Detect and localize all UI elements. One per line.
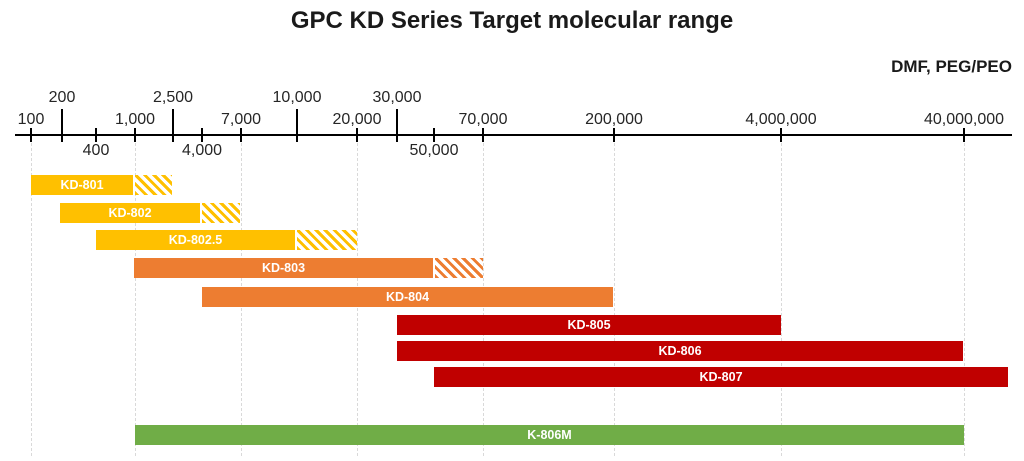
axis-tick — [963, 128, 965, 142]
bar-hatch-kd-801 — [135, 175, 172, 195]
axis-tick — [396, 109, 398, 142]
bar-label: K-806M — [527, 427, 572, 442]
bar-kd-804: KD-804 — [202, 287, 613, 307]
bar-label: KD-801 — [60, 177, 104, 192]
axis-tick-label: 200 — [48, 89, 76, 106]
axis-tick — [356, 128, 358, 142]
axis-tick — [433, 128, 435, 142]
bar-label: KD-803 — [261, 260, 306, 275]
bar-hatch-kd-802-5 — [297, 230, 357, 250]
chart-title: GPC KD Series Target molecular range — [290, 7, 734, 34]
axis-tick — [296, 109, 298, 142]
gridline — [781, 143, 782, 456]
bar-label: KD-807 — [699, 369, 743, 384]
axis-tick-label: 1,000 — [114, 111, 156, 128]
axis-tick — [95, 128, 97, 142]
axis-tick — [172, 109, 174, 142]
x-axis-line — [15, 134, 1012, 136]
axis-note: DMF, PEG/PEO — [891, 57, 1012, 76]
axis-tick — [30, 128, 32, 142]
axis-tick-label: 4,000,000 — [745, 111, 817, 128]
axis-tick-label: 40,000,000 — [923, 111, 1005, 128]
axis-tick — [482, 128, 484, 142]
axis-tick-label: 7,000 — [220, 111, 262, 128]
bar-kd-802: KD-802 — [60, 203, 200, 223]
bar-label: KD-802.5 — [168, 232, 223, 247]
bar-kd-807: KD-807 — [434, 367, 1008, 387]
bar-label: KD-805 — [567, 317, 611, 332]
axis-tick — [240, 128, 242, 142]
bar-kd-801: KD-801 — [31, 175, 133, 195]
bar-label: KD-802 — [108, 205, 152, 220]
axis-tick-label: 50,000 — [409, 142, 459, 159]
bar-hatch-kd-803 — [435, 258, 483, 278]
axis-tick-label: 10,000 — [272, 89, 322, 106]
axis-tick — [201, 128, 203, 142]
gridline — [31, 143, 32, 456]
bar-kd-803: KD-803 — [134, 258, 433, 278]
bar-kd-806: KD-806 — [397, 341, 963, 361]
axis-tick-label: 70,000 — [458, 111, 508, 128]
bar-k-806m: K-806M — [135, 425, 964, 445]
axis-tick-label: 20,000 — [332, 111, 382, 128]
axis-tick — [780, 128, 782, 142]
gridline — [614, 143, 615, 456]
axis-tick-label: 200,000 — [585, 111, 643, 128]
bar-label: KD-804 — [385, 289, 430, 304]
bar-hatch-kd-802 — [202, 203, 240, 223]
bar-kd-805: KD-805 — [397, 315, 781, 335]
gridline — [135, 143, 136, 456]
axis-tick — [61, 109, 63, 142]
axis-tick — [613, 128, 615, 142]
axis-tick — [134, 128, 136, 142]
axis-tick-label: 400 — [82, 142, 110, 159]
axis-tick-label: 100 — [17, 111, 45, 128]
bar-kd-802-5: KD-802.5 — [96, 230, 295, 250]
gridline — [964, 143, 965, 456]
axis-tick-label: 2,500 — [152, 89, 194, 106]
axis-tick-label: 4,000 — [181, 142, 223, 159]
bar-label: KD-806 — [658, 343, 702, 358]
axis-tick-label: 30,000 — [372, 89, 422, 106]
